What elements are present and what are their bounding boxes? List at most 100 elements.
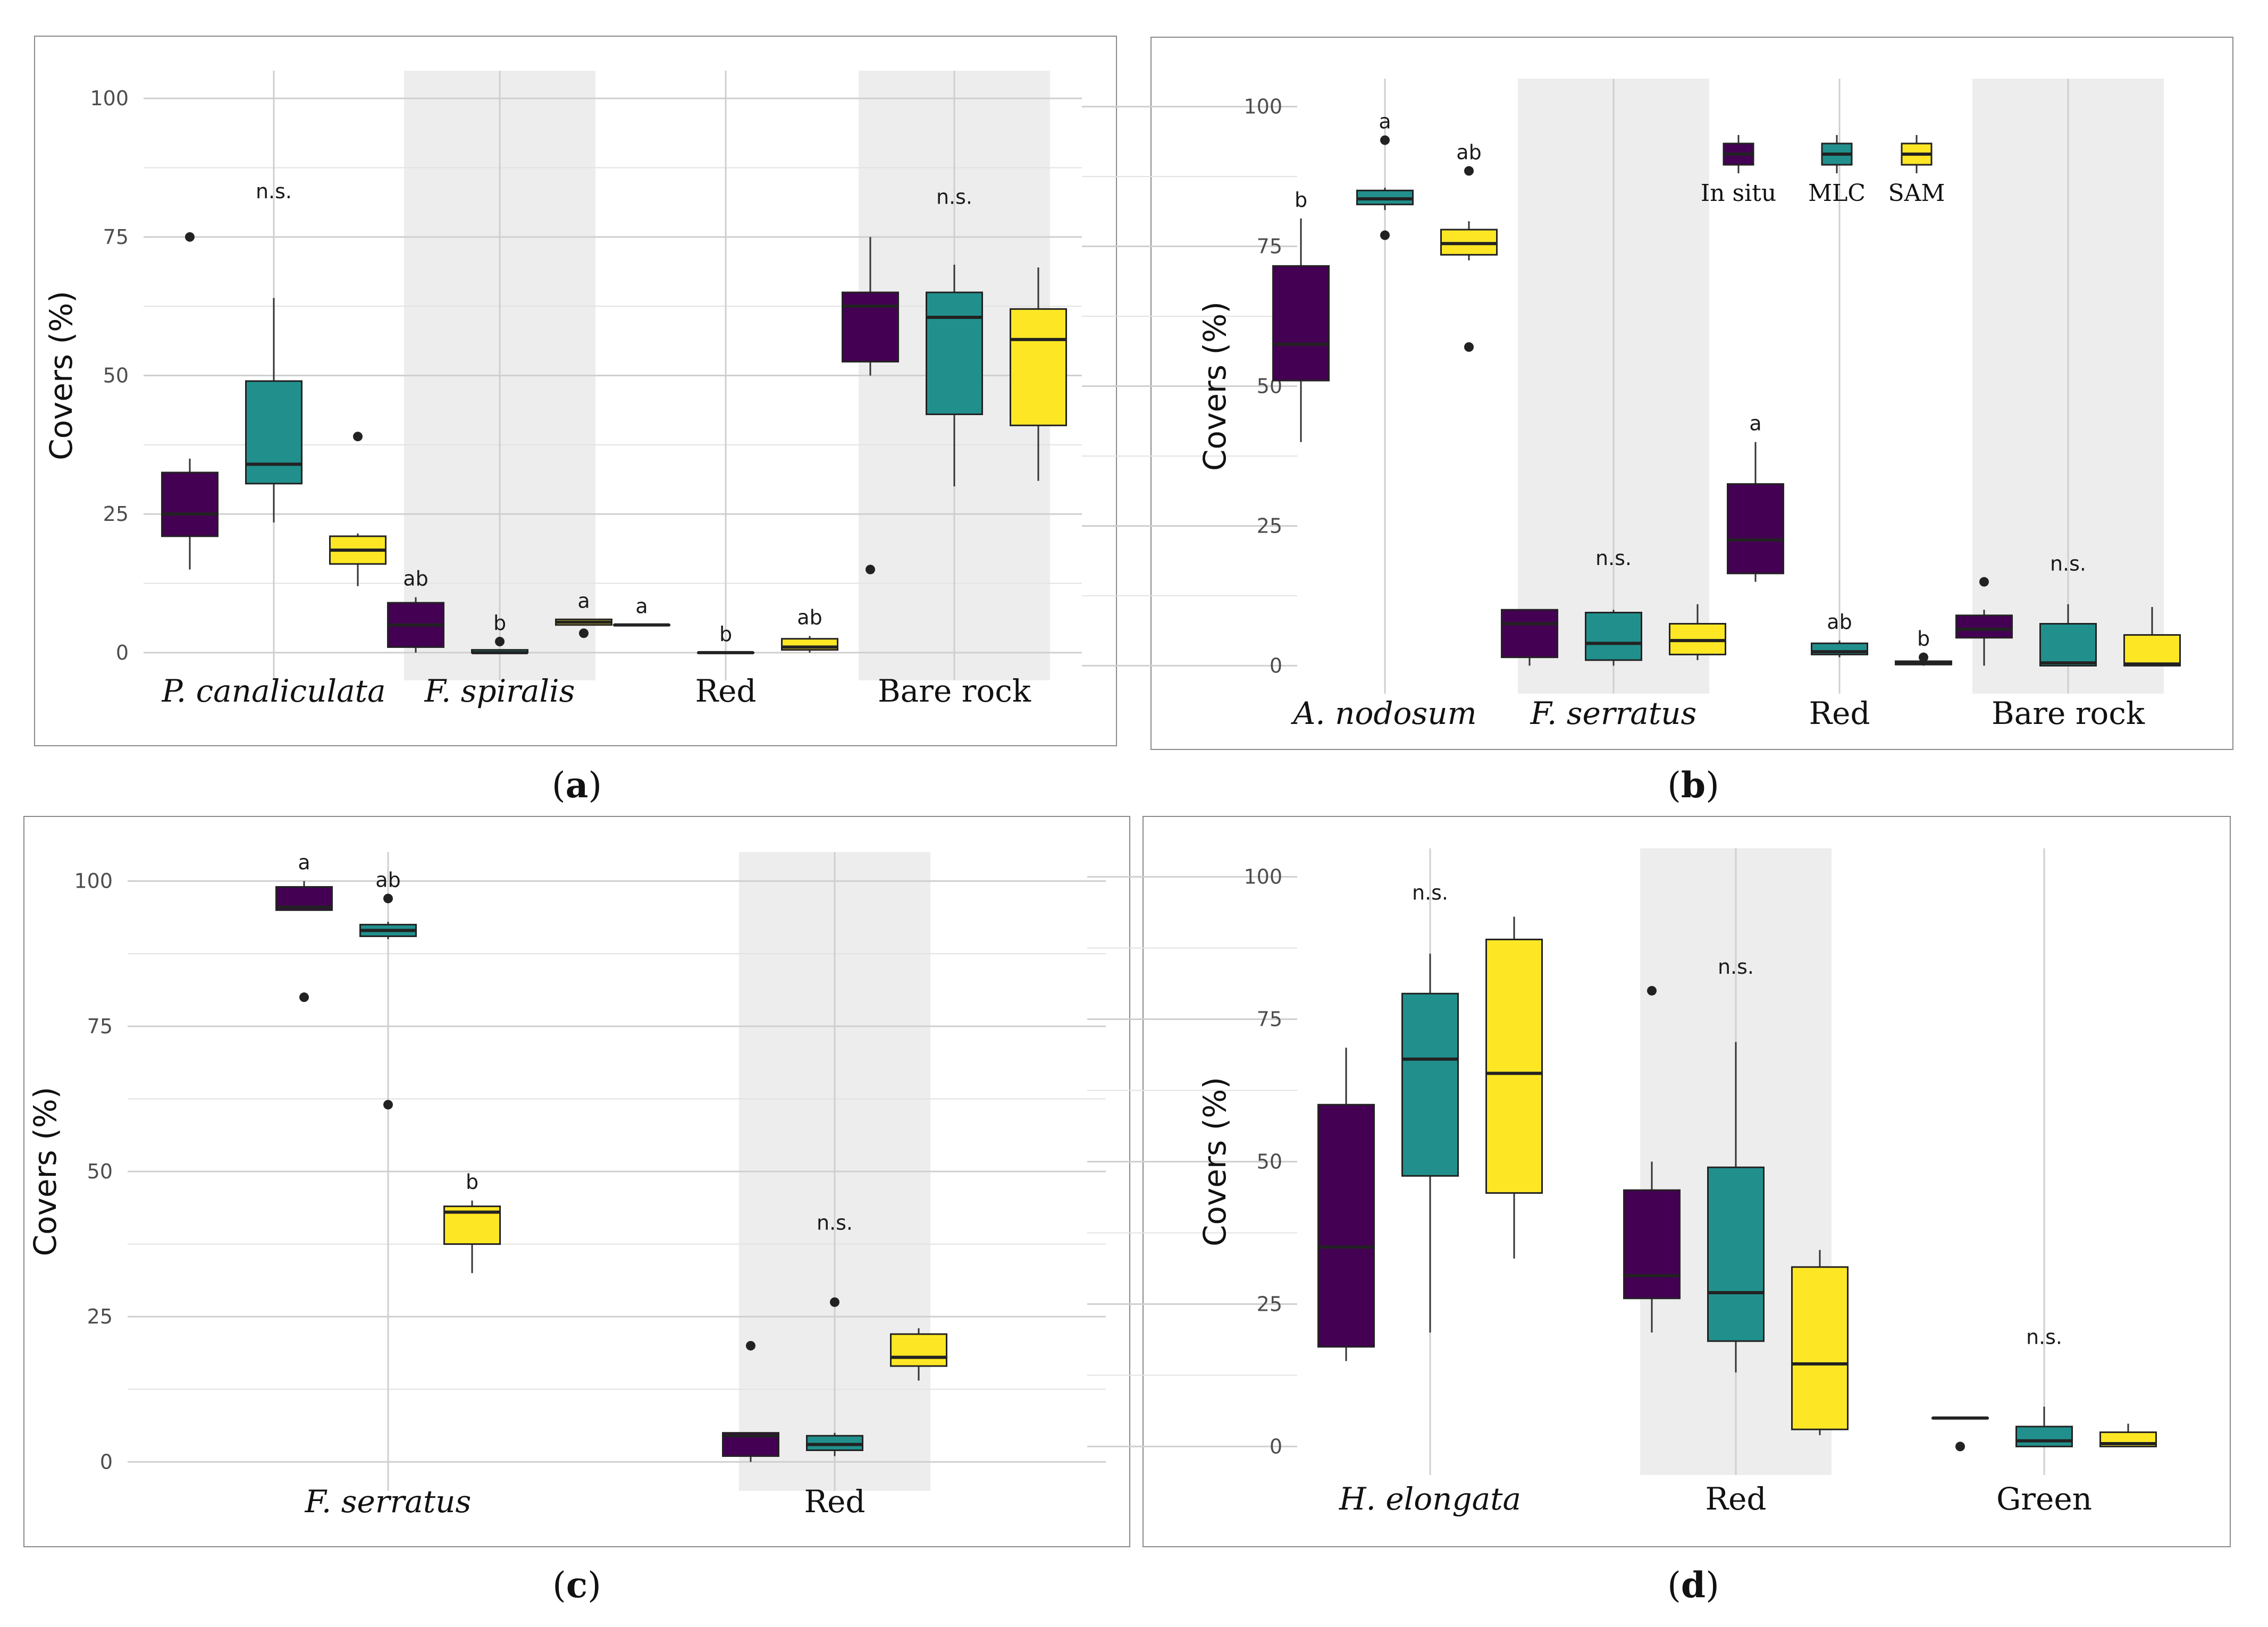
significance-letter: ab xyxy=(1827,610,1852,634)
significance-label: n.s. xyxy=(1595,546,1632,570)
box-rect xyxy=(2039,623,2097,667)
outlier-point xyxy=(830,1297,839,1307)
box-in-situ: ab xyxy=(387,567,444,653)
outlier-point xyxy=(185,232,195,242)
caption-letter: b xyxy=(1681,764,1706,806)
box-mlc xyxy=(806,1297,863,1456)
significance-letter: b xyxy=(1295,188,1307,212)
y-tick-label: 100 xyxy=(74,870,113,893)
caption-paren-close: ) xyxy=(587,1565,601,1606)
caption-letter: c xyxy=(566,1564,587,1606)
y-tick-label: 100 xyxy=(1244,865,1282,889)
box-rect xyxy=(1585,611,1642,661)
panel-caption: (a) xyxy=(552,764,602,806)
outlier-point xyxy=(353,432,363,442)
box-in-situ: a xyxy=(613,595,670,627)
box-mlc: ab xyxy=(359,868,417,1110)
y-axis-label: Covers (%) xyxy=(1197,301,1233,471)
category-label: A. nodosum xyxy=(1290,695,1476,731)
significance-label: n.s. xyxy=(2026,1325,2062,1348)
significance-letter: b xyxy=(719,622,732,646)
box-sam xyxy=(2099,1423,2157,1447)
legend-entry-label: In situ xyxy=(1701,180,1776,207)
y-tick-label: 25 xyxy=(103,502,129,526)
significance-label: n.s. xyxy=(256,180,292,203)
box-sam: ab xyxy=(1440,141,1498,352)
category-label: Bare rock xyxy=(878,673,1031,709)
legend-entry-label: SAM xyxy=(1888,180,1945,207)
significance-letter: b xyxy=(493,611,506,635)
box-sam xyxy=(2123,606,2181,667)
legend-entry-label: MLC xyxy=(1808,180,1866,207)
significance-label: n.s. xyxy=(1718,955,1754,979)
box-mlc xyxy=(245,298,303,522)
category-label: P. canaliculata xyxy=(161,673,385,709)
y-tick-label: 100 xyxy=(1244,95,1282,119)
caption-paren-close: ) xyxy=(1706,765,1719,806)
panel-d: 0 25 50 75 100 Covers (%) n.s. H. elongata n.s. R… xyxy=(1087,816,2231,1606)
y-tick-label: 75 xyxy=(87,1015,113,1038)
y-tick-label: 0 xyxy=(100,1450,113,1473)
category-label: H. elongata xyxy=(1339,1481,1521,1517)
box-rect xyxy=(1707,1166,1765,1342)
box-mlc: ab xyxy=(1811,610,1868,657)
box-rect xyxy=(1791,1266,1849,1430)
box-rect xyxy=(1485,938,1543,1194)
significance-letter: b xyxy=(466,1170,478,1194)
significance-letter: a xyxy=(1749,412,1761,435)
caption-paren-open: ( xyxy=(552,1565,566,1606)
caption-paren-open: ( xyxy=(1667,765,1681,806)
box-in-situ xyxy=(1317,1048,1375,1361)
y-axis-label: Covers (%) xyxy=(27,1087,63,1257)
significance-letter: ab xyxy=(1456,141,1481,164)
box-rect xyxy=(842,291,899,363)
box-sam: b xyxy=(1895,627,1952,666)
y-tick-label: 50 xyxy=(87,1160,113,1183)
box-sam xyxy=(1010,267,1067,481)
y-tick-label: 75 xyxy=(1257,235,1282,258)
box-in-situ: a xyxy=(275,851,333,1002)
y-tick-label: 25 xyxy=(1257,1292,1282,1316)
box-rect xyxy=(1727,483,1784,575)
box-rect xyxy=(1501,609,1558,659)
box-rect xyxy=(1272,265,1330,382)
box-in-situ xyxy=(842,237,899,575)
significance-label: n.s. xyxy=(936,185,972,208)
box-rect xyxy=(161,471,219,537)
box-mlc xyxy=(2015,1406,2073,1447)
significance-letter: b xyxy=(1917,627,1930,651)
outlier-point xyxy=(1979,577,1989,587)
outlier-point xyxy=(299,992,309,1002)
box-rect xyxy=(1623,1189,1681,1300)
category-label: Red xyxy=(695,673,756,709)
panel-a: 0 25 50 75 100 Covers (%) n.s. P. canaliculata a… xyxy=(34,36,1117,806)
significance-letter: ab xyxy=(403,567,428,591)
box-rect xyxy=(245,380,303,485)
outlier-point xyxy=(746,1341,755,1351)
box-rect xyxy=(926,291,983,415)
y-tick-label: 0 xyxy=(1270,654,1282,677)
outlier-point xyxy=(1464,342,1474,352)
category-label: Red xyxy=(1809,695,1870,731)
box-sam: a xyxy=(555,589,612,638)
box-sam xyxy=(1485,916,1543,1259)
outlier-point xyxy=(866,564,875,575)
box-mlc xyxy=(926,264,983,487)
box-sam: b xyxy=(443,1170,501,1274)
box-in-situ xyxy=(1623,985,1681,1333)
outlier-point xyxy=(1919,652,1928,662)
box-in-situ xyxy=(1501,609,1558,666)
significance-label: n.s. xyxy=(2050,552,2086,576)
y-tick-label: 50 xyxy=(103,364,129,387)
y-tick-label: 75 xyxy=(1257,1008,1282,1031)
box-in-situ xyxy=(1931,1416,1989,1452)
box-in-situ: b xyxy=(1272,188,1330,442)
outlier-point xyxy=(1464,166,1474,176)
significance-letter: a xyxy=(298,851,310,874)
significance-letter: a xyxy=(1379,110,1391,133)
box-rect xyxy=(2123,634,2181,667)
box-mlc: b xyxy=(471,611,528,654)
box-in-situ xyxy=(1955,577,2013,666)
outlier-point xyxy=(1647,985,1657,996)
caption-paren-open: ( xyxy=(552,765,566,806)
